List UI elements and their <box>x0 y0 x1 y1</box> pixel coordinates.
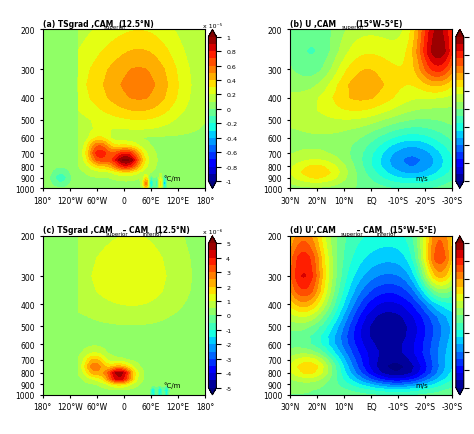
Text: (15°W–5°E): (15°W–5°E) <box>389 226 437 235</box>
Text: inferior: inferior <box>142 231 162 236</box>
Text: superior: superior <box>103 25 126 30</box>
Text: m/s: m/s <box>415 382 428 388</box>
Text: superior: superior <box>106 231 128 236</box>
Text: superior: superior <box>340 231 363 236</box>
Text: – CAM: – CAM <box>120 226 148 235</box>
Text: °C/m: °C/m <box>163 381 181 388</box>
PathPatch shape <box>209 237 217 243</box>
Title: x 10⁻⁶: x 10⁻⁶ <box>203 230 222 235</box>
Text: (a) TSgrad ,CAM: (a) TSgrad ,CAM <box>43 20 113 29</box>
Text: (15°W–5°E): (15°W–5°E) <box>356 20 403 29</box>
PathPatch shape <box>456 237 464 243</box>
Text: inferior: inferior <box>377 231 397 236</box>
Text: m/s: m/s <box>415 176 428 182</box>
Text: (d) U',CAM: (d) U',CAM <box>290 226 336 235</box>
PathPatch shape <box>456 182 464 189</box>
PathPatch shape <box>456 388 464 395</box>
Text: – CAM: – CAM <box>354 226 383 235</box>
Title: x 10⁻⁵: x 10⁻⁵ <box>203 23 222 29</box>
Text: (12.5°N): (12.5°N) <box>155 226 191 235</box>
Text: (b) U ,CAM: (b) U ,CAM <box>290 20 336 29</box>
PathPatch shape <box>209 388 217 395</box>
PathPatch shape <box>456 30 464 38</box>
Text: (12.5°N): (12.5°N) <box>118 20 154 29</box>
Text: superior: superior <box>342 25 365 30</box>
PathPatch shape <box>209 30 217 38</box>
Text: °C/m: °C/m <box>163 175 181 182</box>
PathPatch shape <box>209 182 217 189</box>
Text: (c) TSgrad ,CAM: (c) TSgrad ,CAM <box>43 226 112 235</box>
